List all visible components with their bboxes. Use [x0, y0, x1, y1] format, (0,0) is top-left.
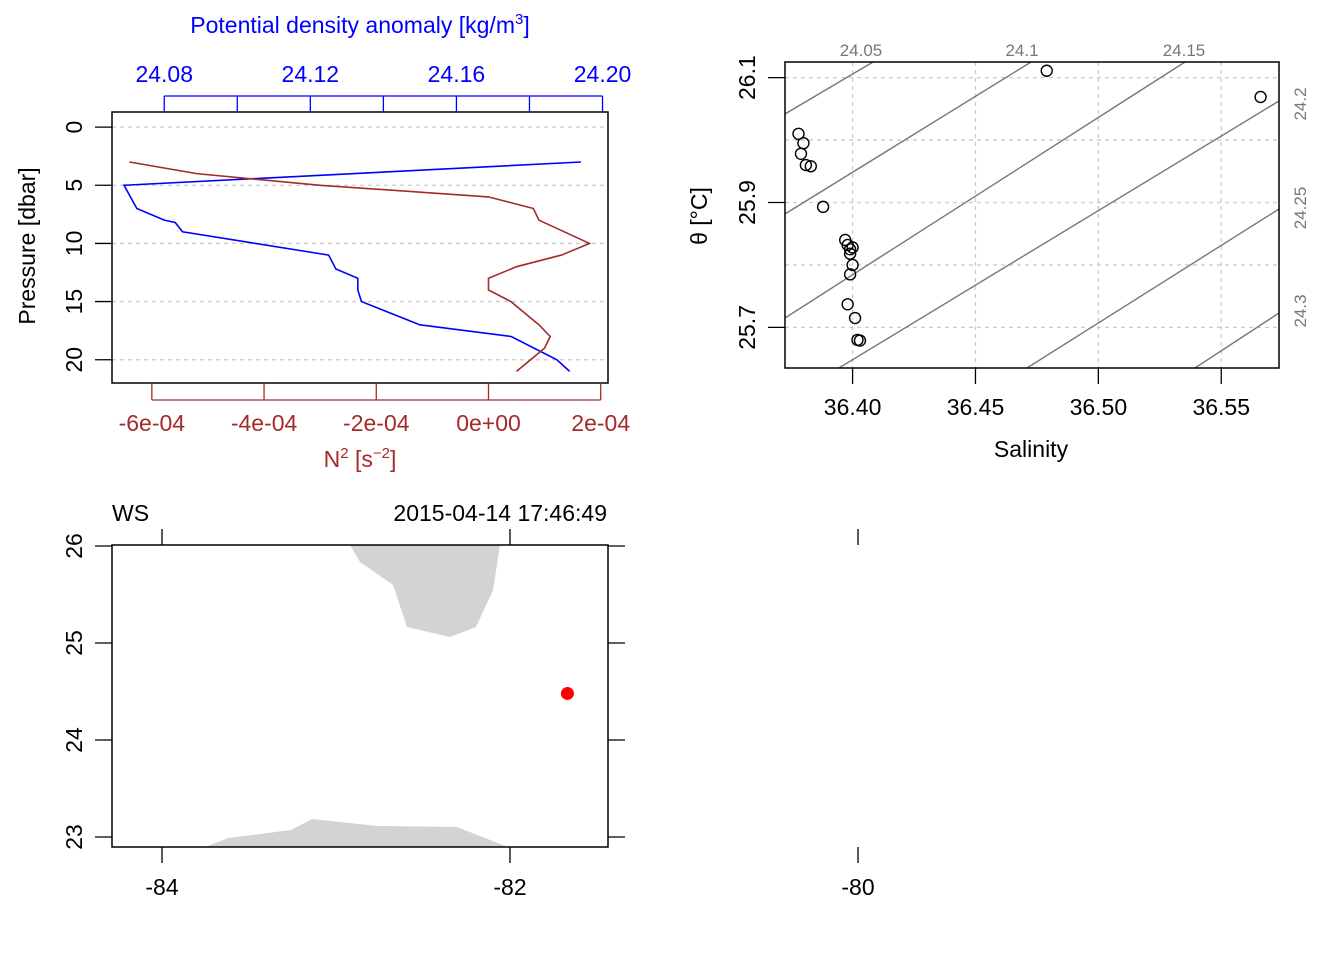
ts-point — [843, 268, 857, 281]
isopycnal-line — [785, 62, 874, 115]
map-panel: -84 -82 -80 23 24 25 26 WS 2015-04-14 17:46:4… — [61, 500, 875, 900]
isopycnal-line — [1026, 208, 1279, 368]
n2-profile-series — [129, 161, 592, 372]
n2-profile-line — [129, 161, 592, 372]
isopycnal-label: 24.3 — [1291, 294, 1310, 327]
isopycnal-line — [1194, 312, 1279, 368]
density-axis-label-sup: 3 — [515, 11, 523, 28]
density-tick-label: 24.20 — [574, 61, 632, 87]
ts-points — [792, 64, 1267, 347]
salinity-tick-label: 36.50 — [1070, 394, 1128, 420]
isopycnal-line — [838, 100, 1279, 368]
n2-axis-label-main: N — [324, 446, 341, 472]
n2-tick-label: 0e+00 — [456, 410, 521, 436]
latitude-tick-label: 23 — [61, 824, 87, 850]
ts-point — [792, 127, 805, 141]
station-timestamp: 2015-04-14 17:46:49 — [393, 500, 607, 526]
latitude-tick-label: 26 — [61, 533, 87, 559]
profile-panel: 0 5 10 15 20 24.08 24.12 24.16 24.20 -6e-04 -4e-… — [14, 11, 631, 472]
coastline — [205, 545, 508, 847]
station-marker — [560, 686, 574, 700]
theta-axis: 25.7 25.9 26.1 — [734, 55, 785, 350]
n2-axis-label-sup1: 2 — [340, 445, 348, 462]
map-plot-frame — [111, 544, 609, 848]
salinity-axis-label: Salinity — [994, 436, 1069, 462]
ts-panel: 36.40 36.45 36.50 36.55 25.725.926.1 24.05 … — [686, 41, 1310, 462]
pressure-tick-label: 15 — [61, 289, 87, 315]
density-axis-label-end: ] — [523, 12, 529, 38]
ts-point — [804, 160, 818, 173]
ts-point — [794, 147, 808, 161]
longitude-tick-label: -80 — [841, 874, 874, 900]
ts-gridlines — [785, 62, 1279, 368]
profile-plot-frame — [111, 111, 609, 384]
n2-axis-label: N2 [s−2] — [324, 445, 397, 472]
ts-point — [846, 241, 859, 254]
isopycnal-label: 24.1 — [1005, 41, 1038, 60]
n2-tick-label: -2e-04 — [343, 410, 410, 436]
land-florida-keys — [350, 545, 500, 637]
n2-tick-label: -6e-04 — [119, 410, 186, 436]
ts-point — [853, 334, 867, 347]
isopycnal-line — [785, 62, 1032, 215]
theta-axis-label: θ [°C] — [686, 187, 712, 245]
pressure-tick-label: 0 — [61, 121, 87, 134]
n2-axis-label-end: ] — [390, 446, 396, 472]
longitude-axis: -84 -82 -80 — [145, 529, 875, 900]
n2-tick-label: 2e-04 — [571, 410, 630, 436]
n2-axis-label-mid: [s — [349, 446, 373, 472]
profile-gridlines — [112, 126, 608, 361]
isopycnal-line — [785, 62, 1186, 319]
isopycnal-label: 24.2 — [1291, 87, 1310, 120]
isopycnal-lines — [785, 62, 1279, 368]
density-tick-label: 24.16 — [428, 61, 486, 87]
density-profile-series — [122, 161, 582, 372]
pressure-tick-label: 10 — [61, 231, 87, 257]
theta-tick-label: 25.7 — [734, 305, 760, 350]
isopycnal-label: 24.05 — [840, 41, 883, 60]
latitude-axis: 23 24 25 26 — [61, 533, 625, 850]
theta-tick-label: 26.1 — [734, 55, 760, 100]
salinity-axis: 36.40 36.45 36.50 36.55 — [824, 368, 1250, 420]
pressure-axis-label: Pressure [dbar] — [14, 167, 40, 324]
ts-point — [848, 311, 862, 325]
ts-point — [1040, 64, 1053, 77]
ts-point — [816, 200, 830, 214]
pressure-tick-label: 5 — [61, 179, 87, 192]
density-axis-label-main: Potential density anomaly [kg/m — [190, 12, 515, 38]
ts-point — [797, 136, 810, 150]
ts-plot-frame — [784, 61, 1280, 369]
ts-point — [841, 298, 854, 311]
ts-point — [846, 258, 859, 272]
n2-tick-label: -4e-04 — [231, 410, 298, 436]
ts-point — [799, 158, 813, 172]
density-tick-label: 24.08 — [135, 61, 193, 87]
salinity-tick-label: 36.55 — [1192, 394, 1250, 420]
latitude-tick-label: 24 — [61, 727, 87, 753]
longitude-tick-label: -84 — [145, 874, 178, 900]
salinity-tick-label: 36.40 — [824, 394, 882, 420]
salinity-tick-label: 36.45 — [947, 394, 1005, 420]
station-code: WS — [112, 500, 149, 526]
isopycnal-label: 24.15 — [1163, 41, 1206, 60]
pressure-axis: 0 5 10 15 20 — [61, 121, 112, 373]
ts-point — [843, 243, 857, 256]
longitude-tick-label: -82 — [493, 874, 526, 900]
pressure-tick-label: 20 — [61, 347, 87, 373]
density-profile-line — [122, 161, 582, 372]
theta-tick-label: 25.9 — [734, 180, 760, 225]
n2-axis: -6e-04 -4e-04 -2e-04 0e+00 2e-04 — [119, 383, 630, 436]
station-marker-group — [560, 686, 574, 700]
ts-point — [1254, 90, 1267, 104]
latitude-tick-label: 25 — [61, 630, 87, 656]
density-axis: 24.08 24.12 24.16 24.20 — [135, 61, 631, 112]
land-cuba — [205, 819, 508, 847]
density-axis-label: Potential density anomaly [kg/m3] — [190, 11, 529, 38]
isopycnal-label: 24.25 — [1291, 187, 1310, 230]
n2-axis-label-sup2: −2 — [373, 445, 390, 462]
density-tick-label: 24.12 — [282, 61, 340, 87]
ts-point — [843, 247, 857, 260]
